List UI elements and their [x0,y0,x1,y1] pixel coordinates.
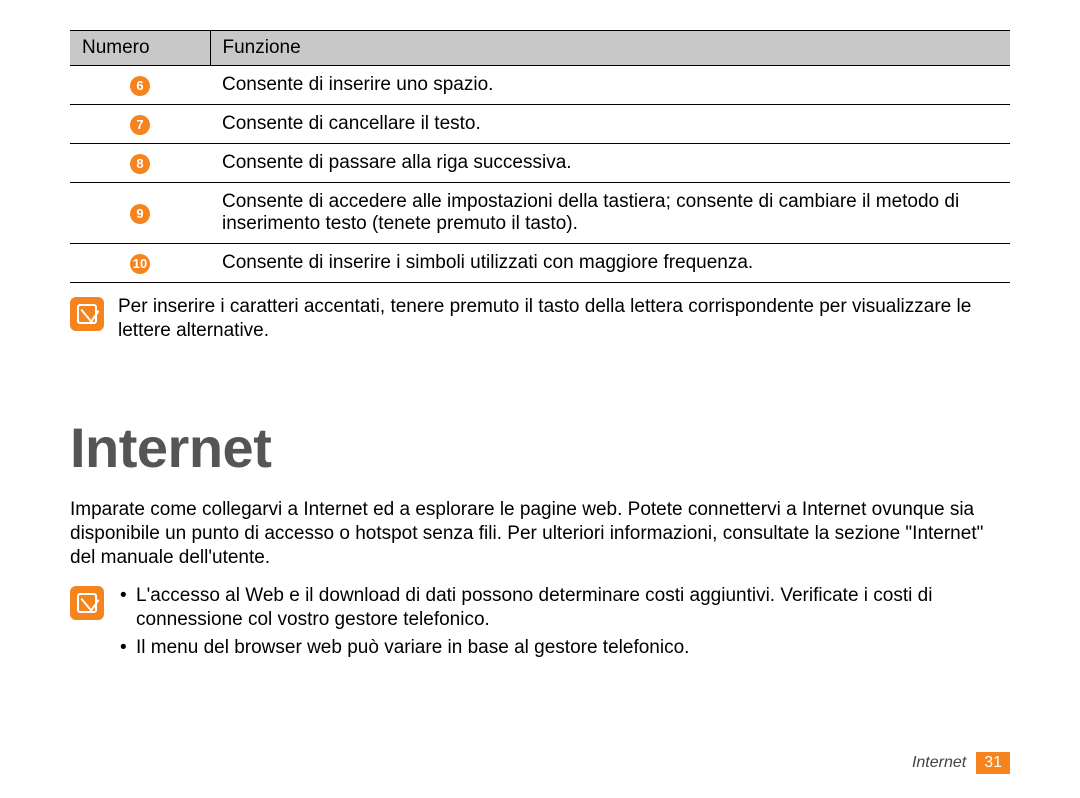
table-header-funzione: Funzione [210,31,1010,66]
function-desc: Consente di inserire uno spazio. [210,66,1010,105]
table-row: 6 Consente di inserire uno spazio. [70,66,1010,105]
note-text: L'accesso al Web e il download di dati p… [118,584,1010,663]
table-row: 10 Consente di inserire i simboli utiliz… [70,244,1010,283]
section-title: Internet [70,415,1010,480]
list-item: L'accesso al Web e il download di dati p… [118,584,1010,632]
note-accented-chars: Per inserire i caratteri accentati, tene… [70,295,1010,343]
number-badge-icon: 9 [130,204,150,224]
note-icon [70,586,104,620]
table-header-numero: Numero [70,31,210,66]
note-internet-costs: L'accesso al Web e il download di dati p… [70,584,1010,663]
table-row: 8 Consente di passare alla riga successi… [70,144,1010,183]
number-badge-icon: 8 [130,154,150,174]
intro-paragraph: Imparate come collegarvi a Internet ed a… [70,498,1010,571]
page-footer: Internet 31 [912,752,1010,774]
function-desc: Consente di accedere alle impostazioni d… [210,183,1010,244]
function-table: Numero Funzione 6 Consente di inserire u… [70,30,1010,283]
table-row: 9 Consente di accedere alle impostazioni… [70,183,1010,244]
function-desc: Consente di passare alla riga successiva… [210,144,1010,183]
note-icon [70,297,104,331]
number-badge-icon: 10 [130,254,150,274]
footer-section: Internet [912,754,966,772]
list-item: Il menu del browser web può variare in b… [118,636,1010,660]
note-text: Per inserire i caratteri accentati, tene… [118,295,1010,343]
page-number: 31 [976,752,1010,774]
function-desc: Consente di inserire i simboli utilizzat… [210,244,1010,283]
number-badge-icon: 7 [130,115,150,135]
table-row: 7 Consente di cancellare il testo. [70,105,1010,144]
function-desc: Consente di cancellare il testo. [210,105,1010,144]
number-badge-icon: 6 [130,76,150,96]
